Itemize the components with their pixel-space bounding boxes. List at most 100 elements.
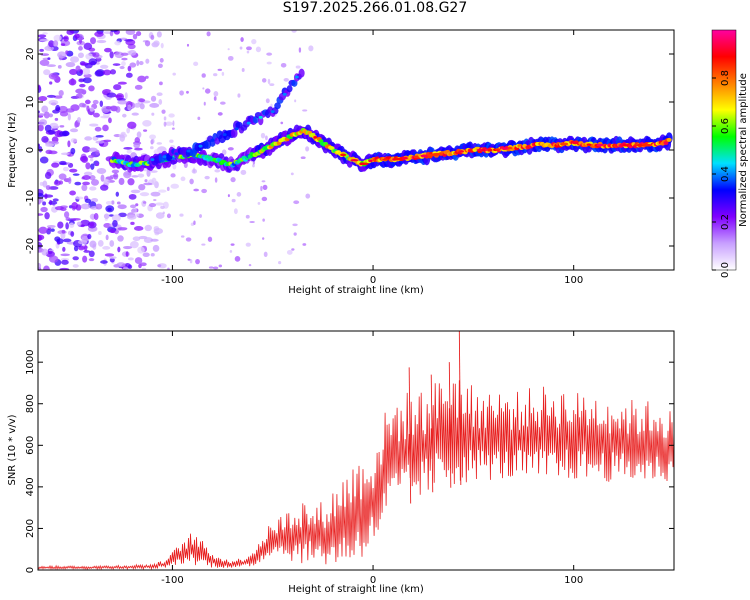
noise-blob xyxy=(105,205,115,213)
noise-blob xyxy=(67,113,71,121)
noise-blob xyxy=(150,252,155,257)
noise-blob xyxy=(38,146,43,153)
noise-blob xyxy=(63,35,69,42)
noise-blob xyxy=(154,231,160,236)
noise-blob xyxy=(179,90,184,96)
noise-blob xyxy=(305,146,310,152)
noise-blob xyxy=(122,113,127,118)
noise-blob xyxy=(38,119,48,126)
noise-blob xyxy=(89,123,99,127)
noise-blob xyxy=(165,121,173,126)
noise-blob xyxy=(83,244,88,252)
noise-blob xyxy=(111,169,120,174)
noise-blob xyxy=(100,184,109,191)
noise-blob xyxy=(298,47,302,53)
noise-blob xyxy=(160,42,164,49)
noise-blob xyxy=(70,78,75,86)
noise-blob xyxy=(117,235,124,242)
noise-blob xyxy=(157,63,163,68)
noise-blob xyxy=(125,72,133,78)
noise-blob xyxy=(78,78,85,83)
noise-blob xyxy=(60,152,70,156)
noise-blob xyxy=(129,204,137,209)
noise-blob xyxy=(120,52,129,56)
noise-blob xyxy=(38,241,43,250)
x-tick-label: 100 xyxy=(564,575,583,586)
noise-blob xyxy=(48,72,59,80)
noise-blob xyxy=(96,39,107,44)
noise-blob xyxy=(169,139,174,144)
noise-blob xyxy=(72,173,80,176)
noise-blob xyxy=(82,175,91,181)
noise-blob xyxy=(60,232,66,240)
x-tick-label: 100 xyxy=(564,275,583,286)
noise-blob xyxy=(39,48,44,52)
noise-blob xyxy=(278,261,282,265)
noise-blob xyxy=(43,194,54,198)
noise-blob xyxy=(123,245,133,250)
noise-blob xyxy=(69,222,75,228)
noise-blob xyxy=(48,113,54,118)
noise-blob xyxy=(111,200,115,205)
noise-blob xyxy=(133,226,144,231)
noise-blob xyxy=(265,98,270,104)
ridge-hotspot xyxy=(559,142,569,146)
noise-blob xyxy=(100,174,105,182)
noise-blob xyxy=(135,203,139,207)
ridge-hotspot xyxy=(431,153,440,156)
snr-line-layer xyxy=(38,331,674,570)
noise-blob xyxy=(261,180,266,183)
ridge-core xyxy=(666,137,672,142)
noise-blob xyxy=(61,259,69,265)
noise-blob xyxy=(70,147,76,155)
noise-blob xyxy=(131,175,139,178)
y-tick-label: 20 xyxy=(25,48,36,61)
ridge-hotspot xyxy=(340,153,347,157)
noise-blob xyxy=(82,67,91,76)
noise-blob xyxy=(52,198,59,202)
noise-blob xyxy=(186,90,189,94)
noise-blob xyxy=(138,98,146,103)
noise-blob xyxy=(88,250,95,258)
noise-blob xyxy=(115,191,120,197)
branch-core xyxy=(186,149,191,153)
noise-blob xyxy=(47,227,52,231)
noise-blob xyxy=(117,204,127,210)
noise-blob xyxy=(78,46,83,51)
noise-blob xyxy=(74,181,82,186)
y-tick-label: 10 xyxy=(25,96,36,109)
noise-blob xyxy=(127,65,132,72)
noise-blob xyxy=(252,160,256,165)
noise-blob xyxy=(156,92,163,97)
noise-blob xyxy=(82,77,92,84)
noise-blob xyxy=(103,223,112,229)
noise-blob xyxy=(143,129,148,132)
noise-blob xyxy=(149,134,157,140)
noise-blob xyxy=(229,249,233,253)
noise-blob xyxy=(212,266,219,270)
noise-blob xyxy=(89,222,95,227)
branch-core xyxy=(222,133,227,137)
noise-blob xyxy=(302,109,308,112)
noise-blob xyxy=(262,237,265,240)
noise-blob xyxy=(77,52,84,59)
noise-blob xyxy=(75,93,83,99)
colorbar-tick-label: 0.0 xyxy=(720,262,731,278)
noise-blob xyxy=(82,146,91,153)
bottom-x-axis-label: Height of straight line (km) xyxy=(288,584,424,595)
noise-blob xyxy=(105,201,112,205)
noise-blob xyxy=(240,37,244,43)
noise-blob xyxy=(208,266,214,269)
noise-blob xyxy=(300,156,306,159)
noise-blob xyxy=(118,212,127,218)
noise-blob xyxy=(203,101,206,106)
noise-blob xyxy=(193,188,200,192)
noise-blob xyxy=(100,115,110,119)
y-tick-label: -10 xyxy=(25,190,36,206)
noise-blob xyxy=(110,30,118,33)
noise-blob xyxy=(150,95,157,102)
noise-blob xyxy=(74,33,80,39)
